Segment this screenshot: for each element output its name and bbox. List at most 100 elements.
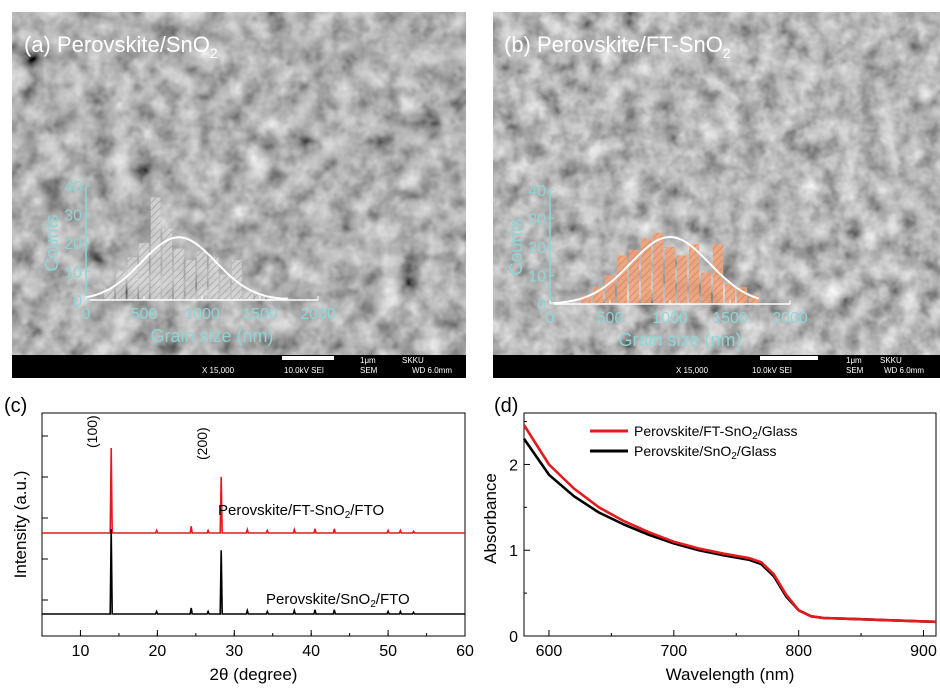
panel-a-label: (a) Perovskite/SnO2 [24,32,218,61]
panel-d: (d) 600 700 800 900012Perovskite/FT-SnO2/Gl… [481,395,937,684]
sem-info-bar-a [12,355,466,378]
x-tick-label: 500 [131,306,158,323]
histogram-bar [162,228,173,300]
y-tick-label: 0 [509,629,518,646]
xrd-series-line [42,447,465,534]
series-label-main: Perovskite/FT-SnO [218,502,345,519]
legend-label-main: Perovskite/FT-SnO [634,423,752,439]
x-tick-label: 2000 [300,306,336,323]
legend-label-main: Perovskite/SnO [634,443,731,459]
x-tick-label: 30 [225,643,243,660]
y-tick-label: 10 [528,269,546,286]
sem-voltage-a: 10.0kV SEI [284,366,324,375]
x-tick-label: 0 [82,306,91,323]
inset-y-axis-title: Counts [506,218,526,275]
histogram-bar [736,286,748,304]
histogram-bar [231,260,242,300]
histogram-bar [185,260,196,300]
x-tick-label: 600 [536,643,563,660]
sem-scale-a: 1μm [360,356,376,365]
y-tick-label: 1 [509,543,518,560]
sem-info-bar-b [493,355,940,378]
x-tick-label: 60 [456,643,474,660]
x-tick-label: 0 [546,310,555,327]
inset-histogram-b: 0 500 1000 1500 2000 0 10 20 30 40 Grain size (nm)… [506,183,808,350]
x-tick-label: 900 [910,643,937,660]
series-label-tail: /FTO [350,502,384,519]
panel-c-label: (c) [4,395,27,417]
y-tick-label: 40 [528,183,546,200]
x-tick-label: 10 [72,643,90,660]
sem-magnification-a: X 15,000 [202,366,235,375]
histogram-bar [712,244,724,304]
histogram-bar [208,257,219,300]
sem-wd-b: WD 6.0mm [884,366,924,375]
absorbance-series-line [522,424,937,624]
histogram-bar [173,248,184,300]
x-tick-label: 50 [379,643,397,660]
x-axis-title: 2θ (degree) [210,665,298,684]
histogram-bar [628,249,640,304]
histogram-bar [220,274,231,300]
x-tick-label: 1500 [242,306,278,323]
sem-wd-a: WD 6.0mm [412,366,452,375]
x-tick-label: 800 [785,643,812,660]
histogram-bar [604,275,616,304]
plot-frame [523,412,937,637]
x-tick-label: 500 [597,310,624,327]
xrd-series-label: Perovskite/FT-SnO2/FTO [218,502,384,521]
scale-bar-b [760,356,818,360]
y-axis-title: Absorbance [481,473,500,564]
legend-entry: Perovskite/SnO2/Glass [634,443,777,462]
legend-label-subscript: 2 [752,431,758,442]
histogram-bar [104,288,115,300]
legend-entry: Perovskite/FT-SnO2/Glass [634,423,798,442]
inset-histogram-a: 0 500 1000 1500 2000 0 10 20 30 40 Grain size (nm)… [42,179,336,346]
y-tick-label: 10 [64,265,82,282]
sem-institution-b: SKKU [880,356,902,365]
panel-a: 1μm SKKU X 15,000 10.0kV SEI SEM WD 6.0m… [12,12,466,378]
x-tick-label: 1000 [184,306,220,323]
histogram-bar [616,255,628,304]
histogram-bar [115,271,126,300]
histogram-bar [580,295,592,304]
x-axis-title: Wavelength (nm) [666,665,795,684]
histogram-bar [700,272,712,304]
gaussian-fit-line [85,236,288,301]
histogram-bar [664,247,676,304]
histogram-bar [676,255,688,304]
x-tick-label: 1000 [652,310,688,327]
panel-d-label: (d) [494,395,518,417]
x-tick-label: 1500 [712,310,748,327]
sem-mode-b: SEM [846,366,864,375]
inset-x-axis-title: Grain size (nm) [618,330,741,350]
x-tick-label: 2000 [772,310,808,327]
histogram-bar [724,284,736,304]
sem-mode-a: SEM [360,366,378,375]
histogram-bar [640,238,652,304]
y-tick-label: 20 [64,236,82,253]
histogram-bar [139,243,149,300]
legend-label-tail: /Glass [758,423,798,439]
histogram-bar [197,251,207,300]
plot-frame [41,412,466,637]
histogram-bar [592,286,604,304]
series-label-tail: /FTO [376,591,410,608]
y-tick-label: 30 [528,212,546,229]
histogram-bar [688,244,700,304]
inset-y-axis-title: Counts [42,214,62,271]
x-tick-label: 20 [148,643,166,660]
panel-b-label: (b) Perovskite/FT-SnO2 [504,32,731,61]
series-label-main: Perovskite/SnO [266,591,370,608]
sem-magnification-b: X 15,000 [676,366,709,375]
peak-annotation: (100) [84,415,100,448]
histogram-bar [266,297,277,300]
sem-institution-a: SKKU [402,356,424,365]
series-label-subscript: 2 [345,510,351,521]
histogram-bar [652,232,664,304]
scale-bar-a [282,356,334,360]
x-tick-label: 40 [302,643,320,660]
panel-b: 1μm SKKU X 15,000 10.0kV SEI SEM WD 6.0m… [493,12,940,378]
series-label-subscript: 2 [370,599,376,610]
